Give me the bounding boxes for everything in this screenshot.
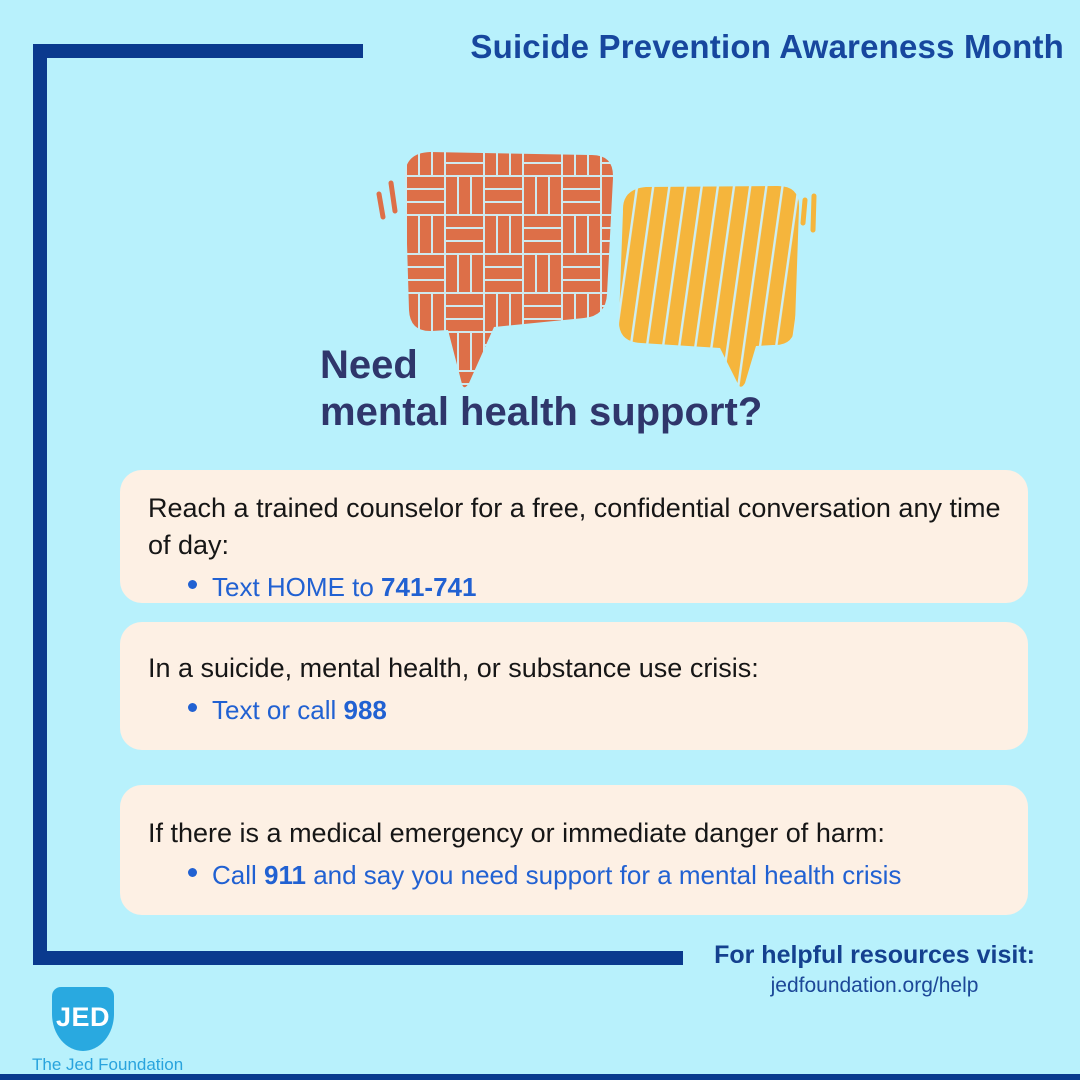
bottom-bar	[0, 1074, 1080, 1080]
bullet-dot-icon	[188, 868, 197, 877]
bullet-item: Text or call 988	[188, 692, 1012, 728]
frame-border-top	[33, 44, 363, 58]
card-text: If there is a medical emergency or immed…	[148, 818, 885, 848]
bullet-number: 988	[343, 695, 387, 725]
frame-border-bottom	[33, 951, 683, 965]
bullet-item: Call 911 and say you need support for a …	[188, 857, 1012, 893]
accent-dashes-right-icon	[800, 193, 817, 233]
bullet-number: 911	[264, 860, 306, 890]
speech-bubble-yellow-icon	[618, 185, 800, 387]
main-heading: Need mental health support?	[320, 342, 762, 436]
info-card-emergency: If there is a medical emergency or immed…	[120, 785, 1028, 915]
speech-bubble-orange-icon	[404, 152, 614, 388]
speech-bubbles-illustration	[376, 152, 817, 388]
resources-block: For helpful resources visit: jedfoundati…	[714, 940, 1035, 1000]
accent-dashes-left-icon	[376, 180, 398, 220]
logo-caption: The Jed Foundation	[32, 1055, 184, 1074]
bullet-dot-icon	[188, 580, 197, 589]
bullet-text: Text or call 988	[212, 695, 387, 725]
bullet-item: Text HOME to 741-741	[188, 569, 1012, 605]
resources-label: For helpful resources visit:	[714, 941, 1035, 969]
bullet-number: 741-741	[381, 572, 477, 602]
info-card-counselor: Reach a trained counselor for a free, co…	[120, 470, 1028, 603]
main-heading-line2: mental health support?	[320, 390, 763, 434]
card-text: Reach a trained counselor for a free, co…	[148, 493, 1001, 560]
bullet-text: Call 911 and say you need support for a …	[212, 860, 902, 890]
frame-border-left	[33, 44, 47, 965]
jed-shield-icon: JED	[52, 987, 114, 1051]
jed-logo: JED	[52, 987, 114, 1051]
main-heading-line1: Need	[320, 343, 418, 387]
bullet-text: Text HOME to 741-741	[212, 572, 477, 602]
card-text: In a suicide, mental health, or substanc…	[148, 653, 759, 683]
jed-logo-mark: JED	[55, 1001, 111, 1032]
info-card-crisis: In a suicide, mental health, or substanc…	[120, 622, 1028, 750]
bullet-dot-icon	[188, 703, 197, 712]
page-title: Suicide Prevention Awareness Month	[470, 28, 1064, 65]
resources-url[interactable]: jedfoundation.org/help	[770, 974, 979, 997]
